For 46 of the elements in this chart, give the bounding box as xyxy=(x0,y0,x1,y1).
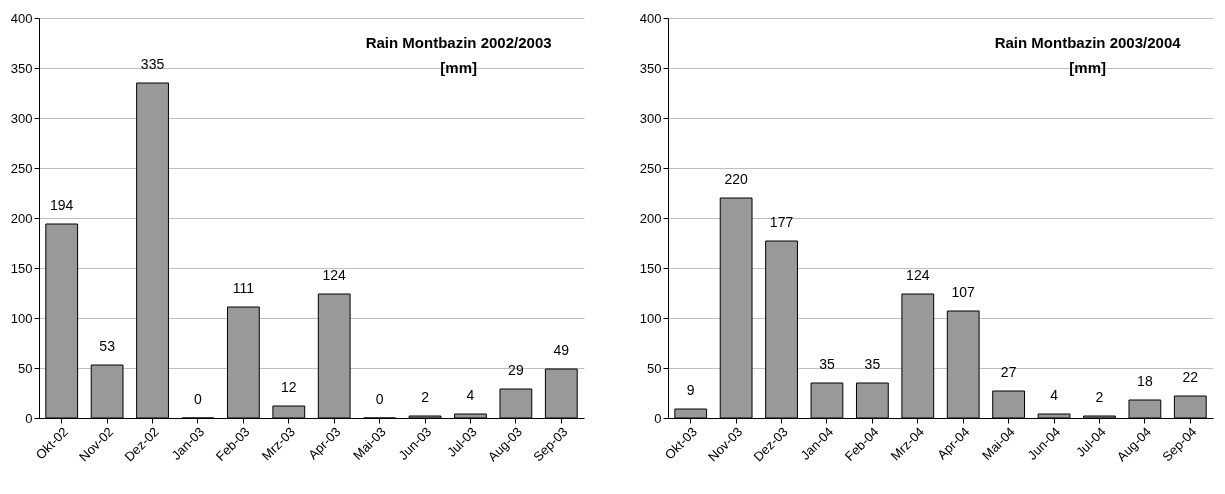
data-label: 177 xyxy=(769,214,794,230)
y-tick-label: 350 xyxy=(10,60,33,76)
y-tick-label: 50 xyxy=(647,360,662,376)
y-tick-label: 350 xyxy=(639,60,662,76)
data-label: 9 xyxy=(686,382,695,398)
data-label: 53 xyxy=(99,338,116,354)
y-tick-label: 150 xyxy=(639,260,662,276)
text: Rain Montbazin 2003/2004 xyxy=(994,34,1182,51)
y-tick-label: 50 xyxy=(18,360,33,376)
y-tick-label: 0 xyxy=(654,410,662,426)
y-tick-label: 200 xyxy=(639,210,662,226)
y-tick-label: 300 xyxy=(10,110,33,126)
y-tick-label: 300 xyxy=(639,110,662,126)
data-label: 49 xyxy=(553,342,570,358)
data-label: 2 xyxy=(1095,389,1104,405)
data-label: 2 xyxy=(421,389,430,405)
y-tick-label: 400 xyxy=(639,10,662,26)
y-tick-label: 400 xyxy=(10,10,33,26)
data-label: 35 xyxy=(864,356,881,372)
data-label: 220 xyxy=(724,171,749,187)
y-tick-label: 0 xyxy=(25,410,33,426)
data-label: 111 xyxy=(232,280,255,296)
data-label: 335 xyxy=(140,56,165,72)
y-tick-label: 100 xyxy=(10,310,33,326)
y-tick-label: 250 xyxy=(10,160,33,176)
data-label: 107 xyxy=(951,284,976,300)
y-tick-label: 250 xyxy=(639,160,662,176)
data-label: 4 xyxy=(1050,387,1059,403)
data-label: 0 xyxy=(194,391,203,407)
data-label: 35 xyxy=(819,356,835,372)
text: [mm] xyxy=(1069,59,1106,76)
y-tick-label: 100 xyxy=(639,310,662,326)
data-label: 124 xyxy=(906,267,930,283)
data-label: 22 xyxy=(1182,369,1199,385)
data-label: 4 xyxy=(466,387,475,403)
data-label: 18 xyxy=(1137,373,1153,389)
text: [mm] xyxy=(440,59,477,76)
y-tick-label: 200 xyxy=(10,210,33,226)
data-label: 27 xyxy=(1000,364,1017,380)
data-label: 29 xyxy=(508,362,524,378)
data-label: 12 xyxy=(281,379,297,395)
data-label: 194 xyxy=(50,197,74,213)
text: Rain Montbazin 2002/2003 xyxy=(365,34,552,51)
data-label: 0 xyxy=(375,391,384,407)
y-tick-label: 150 xyxy=(10,260,33,276)
data-label: 124 xyxy=(322,267,347,283)
